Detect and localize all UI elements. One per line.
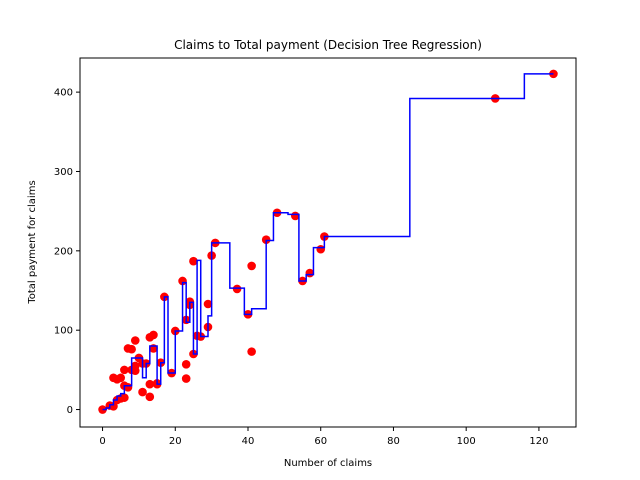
x-tick-label: 0 [99,436,105,447]
axes: 0 20 40 60 80 100 120 0 100 200 300 400 [54,88,549,447]
data-point [145,392,155,402]
x-tick-label: 20 [169,436,182,447]
data-point [232,284,242,294]
data-point [120,365,129,375]
data-point [130,361,140,371]
data-point [261,235,271,245]
x-tick-label: 100 [457,436,476,447]
data-point [130,336,140,345]
data-point [98,405,107,414]
data-point [247,347,256,356]
data-point [549,69,558,79]
data-point [127,344,136,354]
data-point [203,299,213,309]
data-point [149,330,158,340]
y-tick-label: 400 [54,88,73,99]
data-point [189,256,198,266]
x-tick-label: 80 [387,436,400,447]
data-point [181,374,191,383]
data-point [120,393,129,402]
plot-frame [79,57,577,428]
data-point [138,387,147,397]
x-axis-label: Number of claims [284,458,372,469]
y-tick-label: 0 [67,405,73,416]
y-tick-label: 200 [54,246,73,257]
x-tick-label: 40 [242,436,255,447]
data-point [116,373,126,383]
data-point [145,379,155,389]
data-point [247,261,256,271]
x-tick-label: 120 [529,436,548,447]
chart-title: Claims to Total payment (Decision Tree R… [174,38,482,52]
data-point [181,360,191,369]
regression-step-line [102,73,554,411]
x-tick-label: 60 [314,436,327,447]
y-axis-label: Total payment for claims [27,180,38,304]
y-tick-label: 100 [54,326,73,337]
plot-area [98,69,558,414]
y-tick-label: 300 [54,167,73,178]
